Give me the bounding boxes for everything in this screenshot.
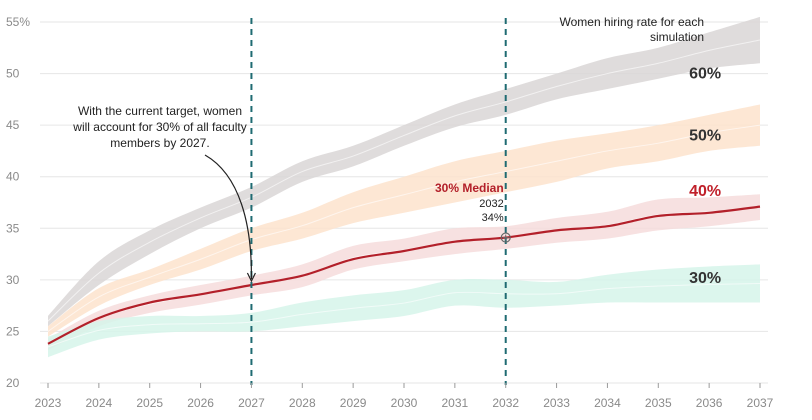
- target-annotation-arrowhead: [246, 272, 256, 283]
- y-tick-label: 25: [6, 324, 20, 338]
- x-tick-label: 2037: [747, 396, 774, 410]
- x-tick-label: 2030: [391, 396, 418, 410]
- x-tick-label: 2032: [492, 396, 519, 410]
- median-layer: [47, 205, 761, 345]
- y-tick-label: 45: [6, 118, 20, 132]
- legend-title: Women hiring rate for each: [559, 15, 704, 29]
- x-tick-label: 2035: [645, 396, 672, 410]
- x-tick-label: 2034: [594, 396, 621, 410]
- target-annotation-text: will account for 30% of all faculty: [72, 120, 246, 134]
- x-tick-label: 2033: [543, 396, 570, 410]
- y-tick-label: 40: [6, 170, 20, 184]
- series-label: 60%: [689, 66, 721, 83]
- target-annotation-text: With the current target, women: [78, 104, 242, 118]
- legend-title: simulation: [650, 30, 704, 44]
- band-60pct: [48, 16, 760, 327]
- annotation-layer: With the current target, women will accou…: [72, 104, 511, 283]
- y-tick-label: 30: [6, 273, 20, 287]
- target-annotation-arrow: [204, 154, 253, 280]
- band-centre-line: [47, 282, 761, 348]
- band-30pct: [48, 264, 760, 358]
- x-tick-label: 2024: [86, 396, 113, 410]
- y-tick-label: 35: [6, 221, 20, 235]
- series-label: 50%: [689, 127, 721, 144]
- label-layer: 60% 50% 40% 30% Women hiring rate for eachsi…: [559, 15, 721, 287]
- y-tick-label: 55%: [6, 15, 30, 29]
- x-tick-label: 2025: [136, 396, 163, 410]
- x-tick-label: 2029: [340, 396, 367, 410]
- median-line: [47, 205, 761, 345]
- median-annotation-year: 2032: [479, 198, 503, 210]
- band-40pct: [48, 194, 760, 350]
- y-tick-label: 50: [6, 67, 20, 81]
- median-annotation-title: 30% Median: [435, 181, 504, 195]
- band-centre-line: [47, 39, 761, 322]
- x-tick-label: 2028: [289, 396, 316, 410]
- median-marker: [500, 232, 511, 243]
- y-tick-label: 20: [6, 376, 20, 390]
- target-annotation-text: members by 2027.: [110, 136, 209, 150]
- series-label: 30%: [689, 270, 721, 287]
- x-tick-label: 2031: [442, 396, 469, 410]
- x-tick-label: 2027: [238, 396, 265, 410]
- x-tick-label: 2023: [35, 396, 62, 410]
- x-tick-label: 2026: [187, 396, 214, 410]
- band-50pct: [48, 104, 760, 337]
- x-tick-label: 2036: [696, 396, 723, 410]
- band-layer: [47, 16, 761, 358]
- median-annotation-value: 34%: [482, 212, 504, 224]
- band-centre-line: [47, 124, 761, 332]
- series-label: 40%: [689, 183, 721, 200]
